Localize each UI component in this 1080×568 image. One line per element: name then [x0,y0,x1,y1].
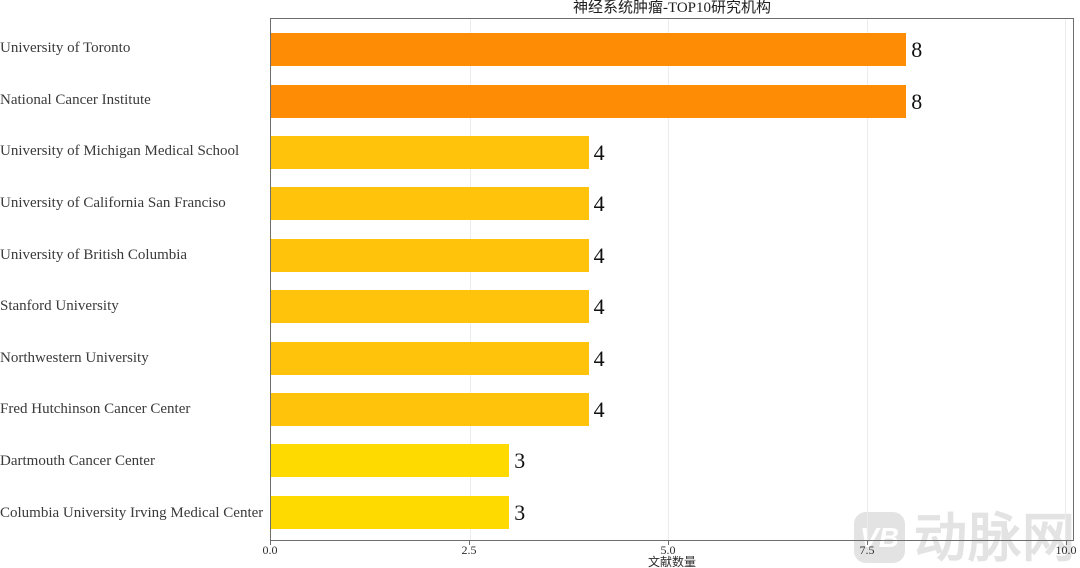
bar [271,136,589,170]
x-tick-mark [867,541,869,545]
bar [271,444,510,478]
category-label: University of Michigan Medical School [0,143,240,160]
x-axis: 0.0 2.5 5.0 7.5 10.0 [263,541,1077,557]
watermark-brand-text: 动脉网 [914,508,1076,568]
bar-row: 3 [271,435,1073,486]
bar-row: 4 [271,230,1073,281]
bar [271,238,589,272]
bar-value-label: 4 [593,294,605,320]
gridline [668,19,670,540]
x-tick-mark [270,541,271,545]
category-label: University of British Columbia [0,246,188,263]
category-label: Fred Hutchinson Cancer Center [0,401,191,418]
bars-container: 8 8 4 4 4 4 4 4 3 3 [271,24,1073,538]
bar [271,187,589,221]
bar-row: 4 [271,178,1073,229]
bar [271,341,589,375]
bar-row: 4 [271,127,1073,178]
bar-value-label: 4 [593,140,605,166]
bar-value-label: 4 [593,242,605,268]
category-label: University of Toronto [0,40,131,57]
bar-value-label: 8 [911,88,923,114]
gridline [866,19,868,540]
category-label: Northwestern University [0,349,149,366]
bar-row: 4 [271,332,1073,383]
x-tick-label: 2.5 [461,543,477,557]
bar-row: 4 [271,384,1073,435]
bar [271,290,589,324]
bar-value-label: 4 [593,345,605,371]
x-tick-mark [1066,541,1068,545]
bar [271,33,907,67]
bar-row: 8 [271,24,1073,75]
x-tick-label: 7.5 [859,543,875,557]
bar-row: 3 [271,487,1073,538]
category-label: National Cancer Institute [0,91,151,108]
bar-value-label: 4 [593,397,605,423]
category-label: Dartmouth Cancer Center [0,453,155,470]
category-axis-labels: University of Toronto National Cancer Ins… [0,23,263,539]
x-tick-mark [668,541,670,545]
category-label: Columbia University Irving Medical Cente… [0,504,263,521]
bar-value-label: 4 [593,191,605,217]
bar-value-label: 8 [911,37,923,63]
watermark: VB 动脉网 [854,512,1076,565]
x-tick-label: 0.0 [262,543,278,557]
gridline [1065,19,1067,540]
category-label: University of California San Franciso [0,195,226,212]
x-tick-label: 5.0 [660,543,676,557]
x-axis-title: 文献数量 [647,555,696,568]
bar-value-label: 3 [514,448,526,474]
x-tick-mark [469,541,470,545]
category-label: Stanford University [0,298,119,315]
bar-row: 8 [271,75,1073,126]
chart-title: 神经系统肿瘤-TOP10研究机构 [572,0,772,16]
bar [271,393,589,427]
bar [271,495,510,529]
bar-row: 4 [271,281,1073,332]
gridline [469,19,471,540]
x-tick-label: 10.0 [1055,543,1077,557]
plot-area: 8 8 4 4 4 4 4 4 3 3 [270,18,1074,541]
bar-value-label: 3 [514,499,526,525]
bar [271,84,907,118]
